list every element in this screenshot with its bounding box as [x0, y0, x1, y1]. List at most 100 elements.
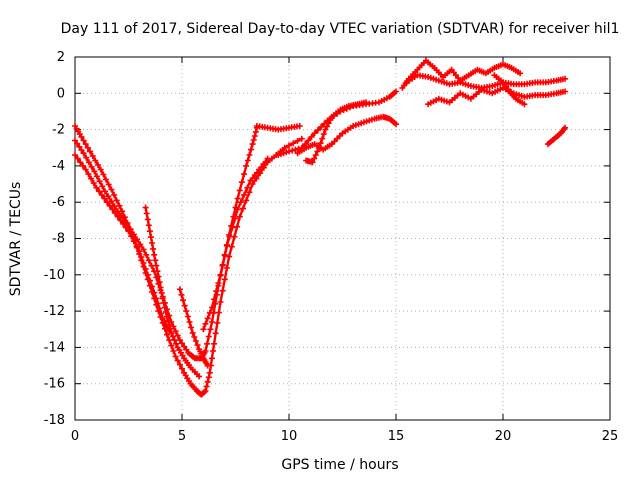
data-point — [183, 308, 190, 315]
data-point — [85, 159, 92, 166]
data-point — [166, 321, 173, 328]
gridlines — [75, 57, 610, 420]
data-point — [219, 287, 226, 294]
data-point — [114, 213, 121, 220]
data-point — [289, 147, 296, 154]
data-point — [204, 362, 211, 369]
data-point — [72, 152, 78, 158]
data-point — [257, 170, 264, 177]
data-point — [184, 313, 191, 320]
data-point — [162, 309, 169, 315]
data-point — [393, 121, 399, 128]
data-point — [294, 137, 301, 144]
data-point — [159, 295, 166, 302]
data-point — [155, 273, 162, 280]
data-point — [117, 217, 124, 224]
data-point — [99, 183, 106, 190]
data-point — [156, 305, 163, 312]
data-point — [264, 155, 271, 162]
chart-title: Day 111 of 2017, Sidereal Day-to-day VTE… — [61, 21, 620, 37]
y-tick-label: -8 — [52, 232, 65, 247]
data-point — [314, 148, 321, 155]
data-point — [105, 181, 112, 188]
series-track-f — [200, 124, 260, 333]
data-point — [202, 388, 209, 394]
data-point — [210, 348, 216, 354]
data-point — [252, 128, 259, 135]
data-point — [246, 152, 253, 158]
data-point — [78, 147, 85, 153]
data-point — [77, 159, 84, 166]
series-track-b — [72, 137, 271, 362]
data-point — [173, 340, 180, 347]
data-point — [74, 155, 81, 162]
data-point — [238, 179, 245, 186]
data-point — [246, 189, 253, 196]
data-point — [113, 197, 120, 204]
x-tick-label: 25 — [602, 429, 619, 444]
data-point — [157, 284, 164, 291]
data-point — [88, 175, 95, 182]
data-point — [169, 333, 176, 340]
data-point — [302, 141, 309, 148]
data-point — [200, 326, 207, 333]
series-track-o — [544, 124, 569, 148]
data-point — [143, 210, 150, 217]
data-point — [176, 286, 183, 293]
data-point — [82, 141, 89, 148]
y-tick-label: 2 — [57, 50, 65, 65]
data-point — [312, 152, 319, 158]
data-point — [93, 173, 100, 180]
data-point — [243, 197, 250, 204]
y-tick-label: -18 — [44, 413, 65, 428]
data-point — [168, 329, 175, 336]
series-track-a — [72, 123, 305, 398]
data-point — [93, 184, 100, 191]
data-point — [92, 157, 99, 164]
data-point — [159, 315, 166, 322]
data-point — [120, 221, 127, 227]
data-point — [154, 300, 161, 307]
data-point — [244, 157, 251, 164]
data-point — [196, 373, 203, 380]
data-point — [84, 144, 91, 151]
data-point — [176, 337, 183, 344]
data-point — [251, 133, 258, 139]
data-point — [108, 198, 115, 205]
data-point — [223, 241, 230, 248]
data-point — [148, 234, 154, 241]
data-point — [183, 346, 190, 353]
data-point — [150, 245, 157, 252]
data-point — [207, 326, 214, 333]
data-point — [241, 171, 248, 178]
y-tick-label: -6 — [52, 195, 65, 210]
data-point — [194, 342, 201, 349]
data-point — [142, 204, 149, 211]
data-point — [78, 133, 85, 140]
data-point — [142, 265, 149, 272]
data-point — [221, 276, 228, 283]
data-point — [221, 251, 228, 258]
data-point — [180, 297, 187, 304]
data-point — [201, 388, 208, 395]
data-point — [151, 289, 158, 296]
data-point — [146, 228, 153, 235]
data-point — [286, 148, 292, 155]
data-point — [153, 295, 160, 302]
data-point — [205, 333, 212, 340]
data-point — [149, 283, 155, 290]
data-point — [204, 378, 211, 385]
data-point — [145, 222, 152, 229]
data-point — [80, 137, 87, 144]
data-point — [253, 175, 260, 182]
y-tick-label: 0 — [57, 86, 65, 101]
data-point — [87, 148, 93, 155]
data-point — [237, 199, 244, 206]
data-point — [202, 320, 209, 327]
series-track-c — [72, 152, 173, 335]
data-point — [213, 288, 220, 295]
data-point — [250, 137, 257, 143]
series-track-n — [491, 72, 528, 108]
data-point — [153, 262, 160, 269]
